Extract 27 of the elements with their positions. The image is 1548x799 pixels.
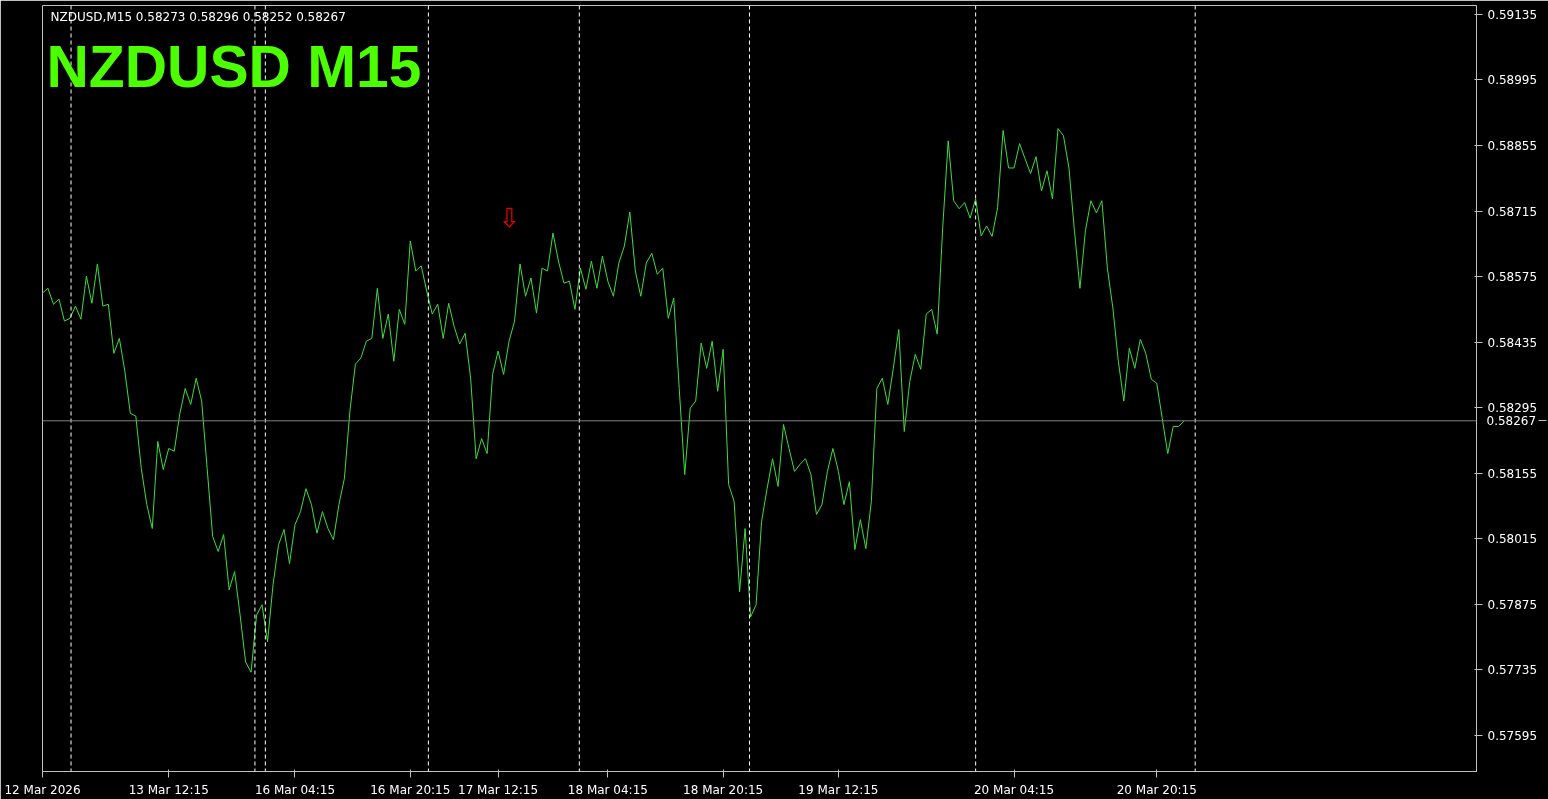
chart-subtitle: NZDUSD,M15 0.58273 0.58296 0.58252 0.58267 (50, 9, 346, 24)
y-tick-label: 0.58715 (1487, 204, 1538, 219)
x-tick-label: 20 Mar 20:15 (1116, 782, 1197, 797)
y-tick-label: 0.58155 (1487, 466, 1538, 481)
y-tick-label: 0.57735 (1487, 663, 1538, 678)
y-tick-label: 0.58855 (1487, 139, 1538, 153)
x-tick-label: 13 Mar 12:15 (128, 782, 209, 797)
annotation: ⇩ (498, 202, 521, 233)
x-tick-label: 18 Mar 20:15 (683, 782, 764, 797)
text: NZDUSD M15 (46, 33, 422, 99)
y-tick-label: 0.58435 (1487, 335, 1538, 350)
x-tick-label: 19 Mar 12:15 (798, 782, 879, 797)
y-tick-label: 0.58015 (1487, 532, 1538, 547)
x-tick-label: 12 Mar 2026 (4, 782, 81, 797)
y-tick-label: 0.57595 (1487, 728, 1538, 743)
x-tick-label: 16 Mar 20:15 (370, 782, 451, 797)
x-tick-label: 20 Mar 04:15 (974, 782, 1055, 797)
x-tick-label: 17 Mar 12:15 (458, 782, 539, 797)
line-series (42, 128, 1185, 673)
y-tick-label: 0.58995 (1487, 73, 1538, 88)
x-tick-label: 16 Mar 04:15 (254, 782, 336, 797)
ref-line-label: 0.58267 (1486, 414, 1537, 429)
x-tick-label: 18 Mar 04:15 (567, 782, 648, 797)
y-tick-label: 0.58575 (1487, 270, 1538, 285)
y-tick-label: 0.57875 (1487, 597, 1538, 612)
y-tick-label: 0.58295 (1487, 401, 1538, 416)
y-tick-label: 0.59135 (1487, 7, 1538, 22)
